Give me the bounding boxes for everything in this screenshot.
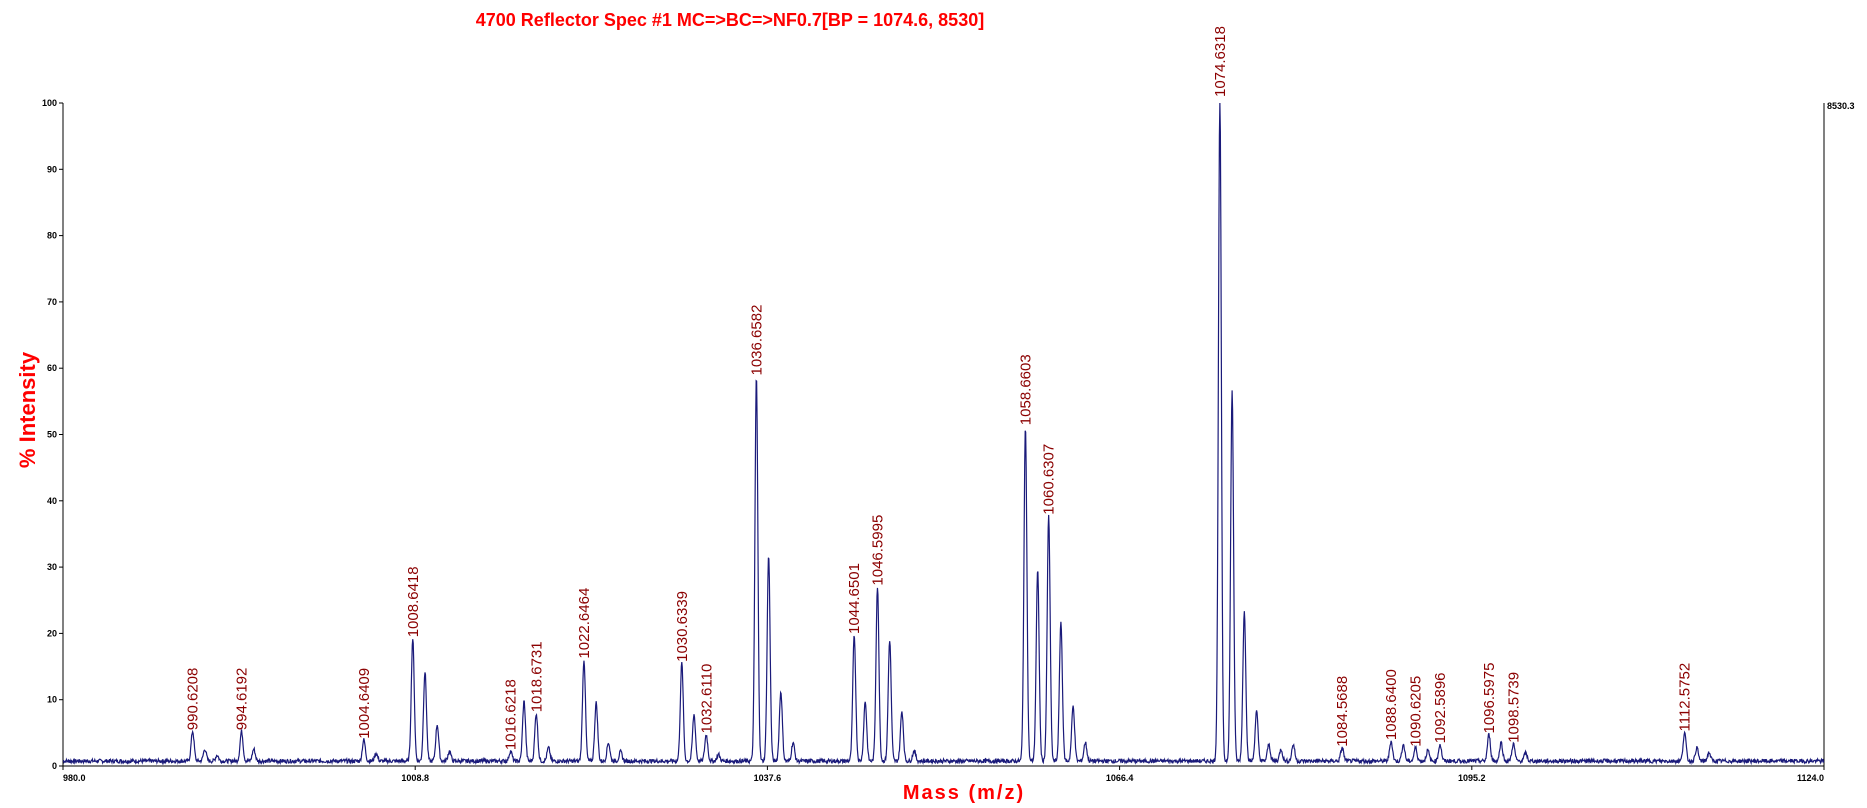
x-tick-label: 1095.2 bbox=[1458, 773, 1486, 783]
peak-label: 1032.6110 bbox=[698, 664, 715, 734]
peak-label: 1004.6409 bbox=[356, 668, 373, 739]
peak-label: 1098.5739 bbox=[1505, 672, 1522, 743]
y-tick-label: 90 bbox=[47, 164, 57, 174]
peak-label: 1096.5975 bbox=[1481, 663, 1498, 734]
y-tick-label: 40 bbox=[47, 496, 57, 506]
x-tick-label: 1066.4 bbox=[1106, 773, 1134, 783]
axes: 8530.3 bbox=[62, 101, 1855, 767]
x-ticks: 980.0 1008.8 1037.6 1066.4 1095.2 1124.0 bbox=[62, 766, 1825, 783]
y-tick-label: 70 bbox=[47, 297, 57, 307]
y-tick-label: 0 bbox=[52, 761, 57, 771]
peak-label: 1084.5688 bbox=[1334, 676, 1351, 747]
x-axis-title: Mass (m/z) bbox=[903, 782, 1025, 804]
chart-title: 4700 Reflector Spec #1 MC=>BC=>NF0.7[BP … bbox=[476, 10, 984, 30]
peak-label: 1036.6582 bbox=[748, 305, 765, 376]
y-tick-label: 60 bbox=[47, 363, 57, 373]
peak-label: 1046.5995 bbox=[870, 515, 887, 586]
peak-label: 1090.6205 bbox=[1408, 676, 1425, 747]
x-tick-label: 980.0 bbox=[63, 773, 86, 783]
y-tick-label: 10 bbox=[47, 695, 57, 705]
y-tick-label: 100 bbox=[42, 98, 57, 108]
peak-label: 1092.5896 bbox=[1432, 672, 1449, 743]
peak-label: 990.6208 bbox=[185, 668, 202, 731]
peak-label: 1008.6418 bbox=[405, 566, 422, 637]
spectrum-trace bbox=[62, 102, 1825, 766]
y-tick-label: 50 bbox=[47, 430, 57, 440]
x-tick-label: 1124.0 bbox=[1797, 773, 1824, 783]
peak-label: 1044.6501 bbox=[846, 563, 863, 634]
x-tick-label: 1008.8 bbox=[401, 773, 429, 783]
peak-labels: 990.6208 994.6192 1004.6409 1008.6418 1016.6… bbox=[185, 26, 1694, 750]
peak-label: 1016.6218 bbox=[503, 679, 520, 750]
x-tick-label: 1037.6 bbox=[754, 773, 782, 783]
y-axis-title: % Intensity bbox=[15, 351, 40, 468]
peak-label: 1074.6318 bbox=[1212, 26, 1229, 97]
right-axis-label: 8530.3 bbox=[1827, 101, 1855, 111]
y-tick-label: 30 bbox=[47, 562, 57, 572]
peak-label: 1030.6339 bbox=[674, 591, 691, 662]
peak-label: 1088.6400 bbox=[1383, 669, 1400, 740]
peak-label: 1058.6603 bbox=[1017, 354, 1034, 425]
peak-label: 1112.5752 bbox=[1677, 663, 1694, 732]
y-tick-label: 20 bbox=[47, 628, 57, 638]
peak-label: 1022.6464 bbox=[576, 588, 593, 659]
peak-label: 1018.6731 bbox=[528, 641, 545, 712]
peak-label: 1060.6307 bbox=[1041, 444, 1058, 515]
peak-label: 994.6192 bbox=[234, 668, 251, 731]
y-tick-label: 80 bbox=[47, 231, 57, 241]
y-ticks: 0 10 20 30 40 50 60 70 80 90 100 bbox=[42, 98, 63, 771]
